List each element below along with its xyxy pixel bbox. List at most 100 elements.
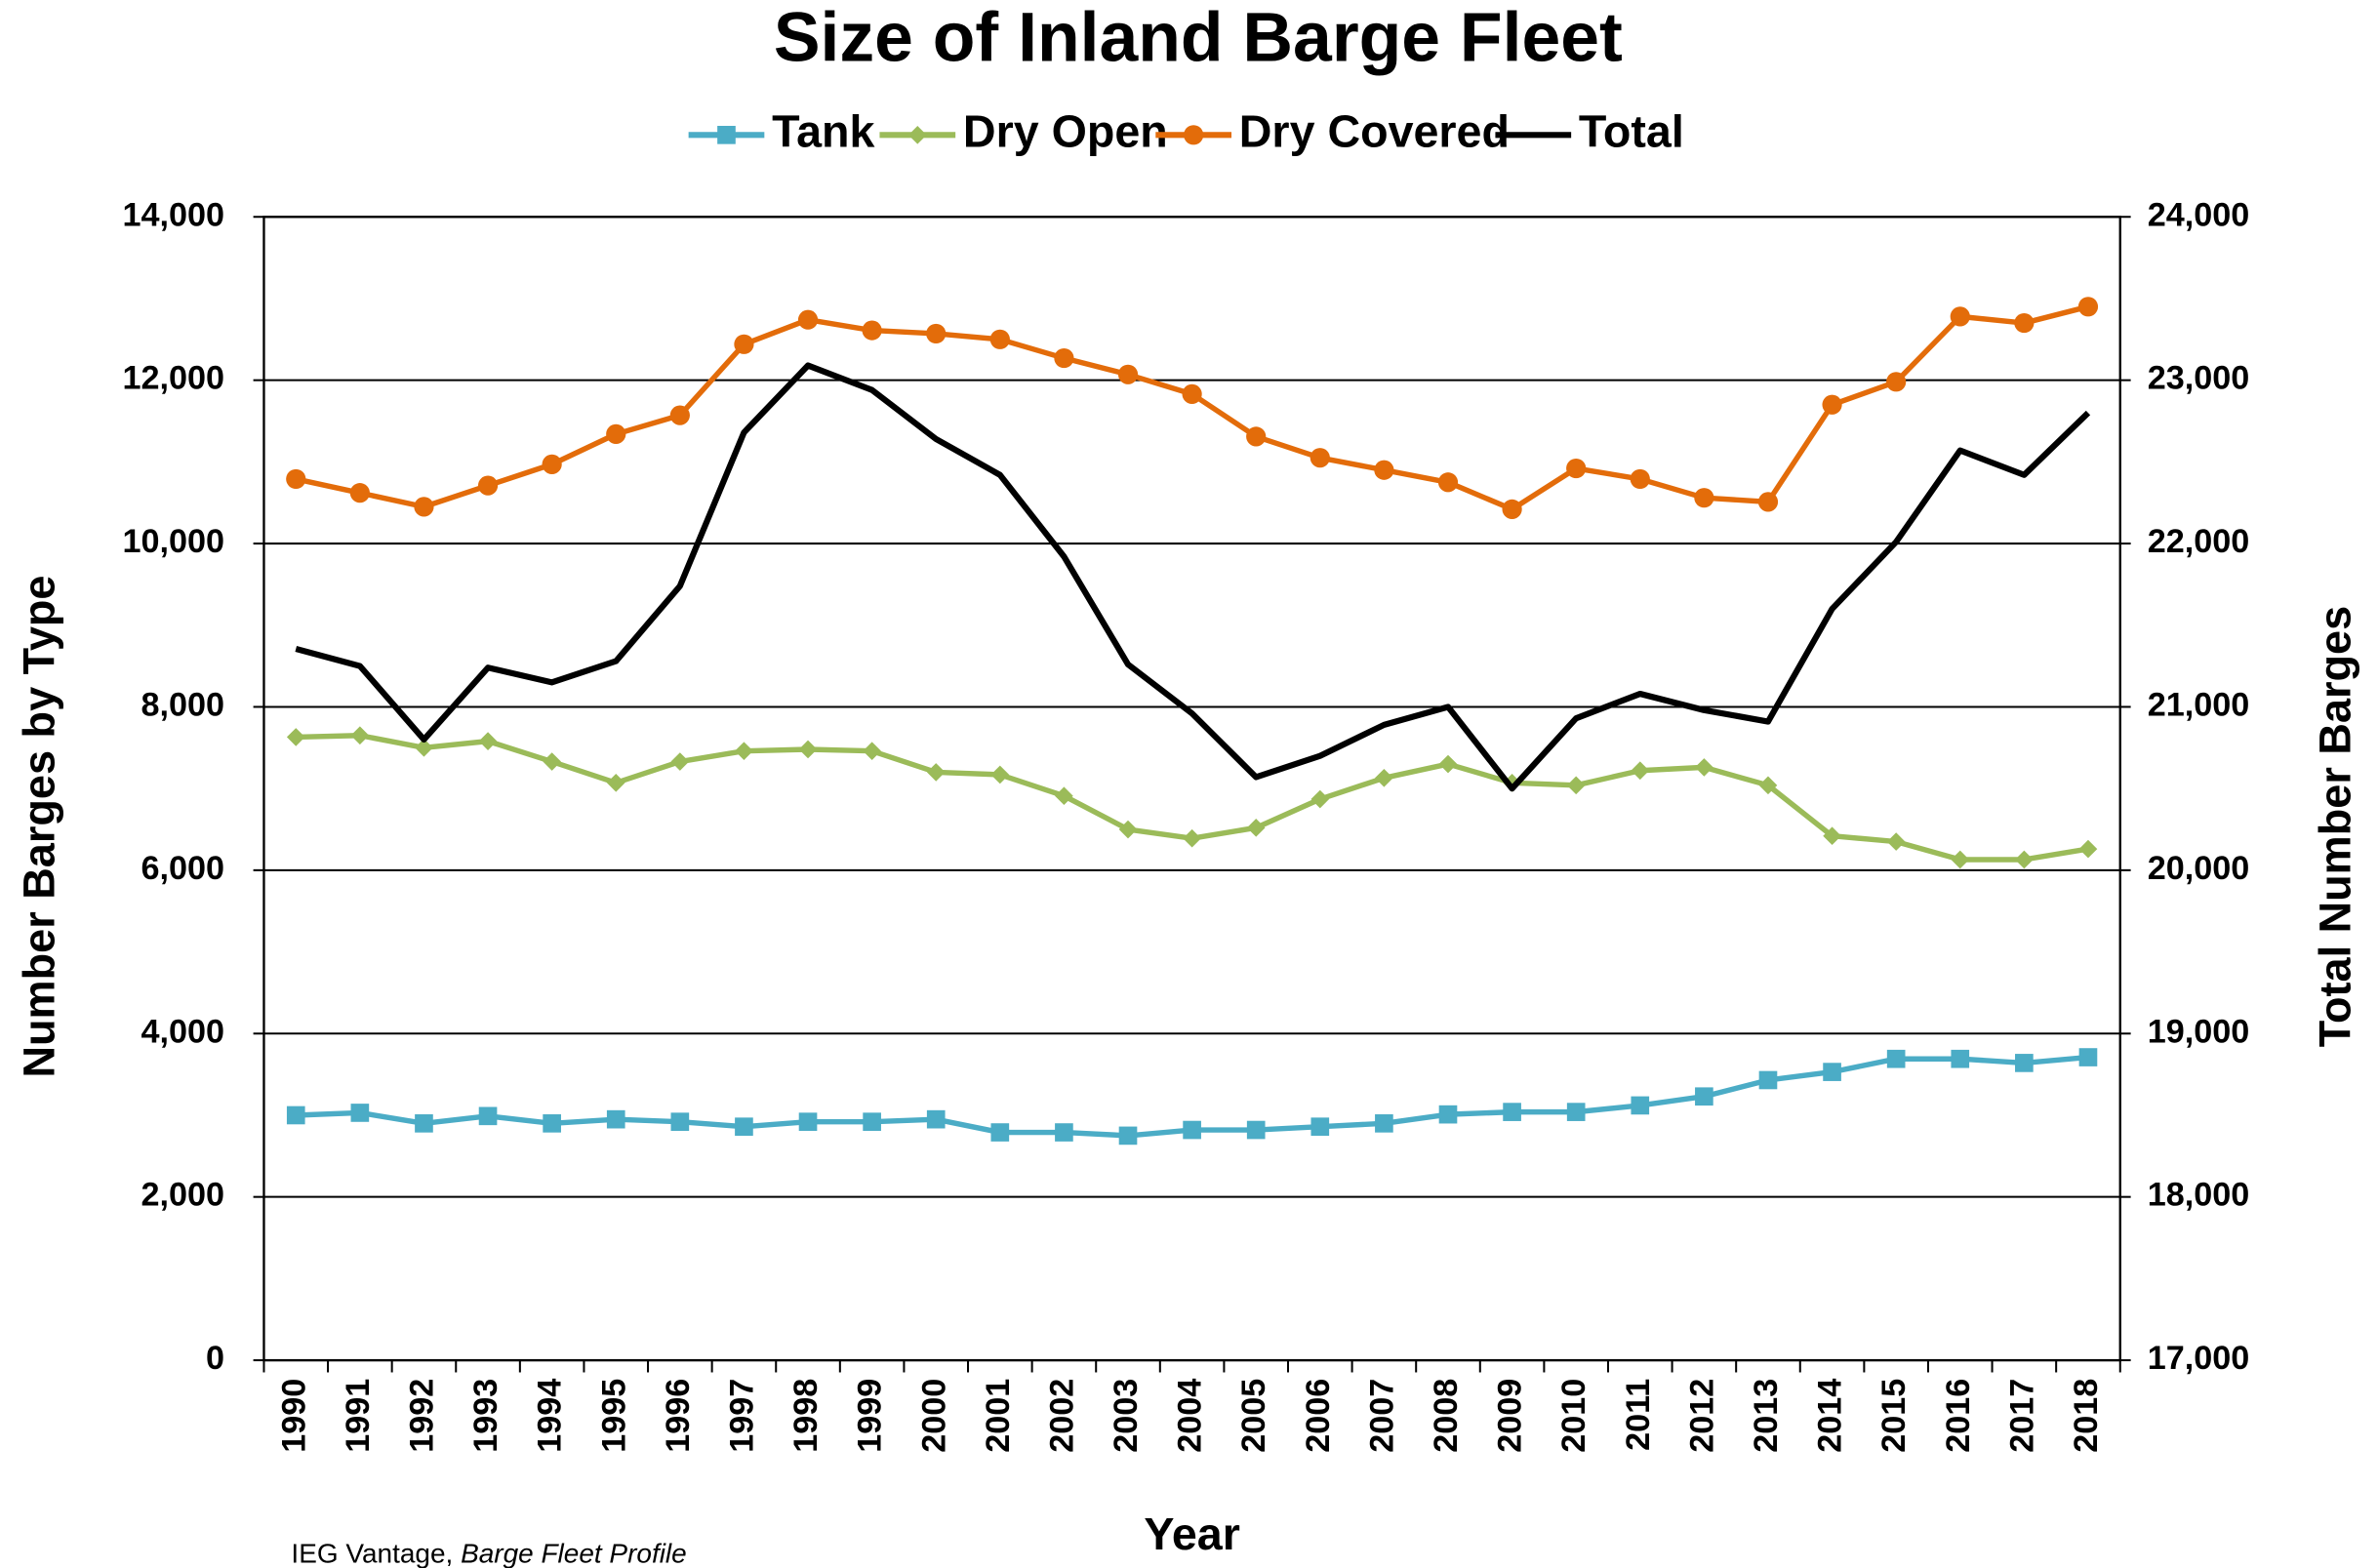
legend-label: Dry Open bbox=[963, 106, 1168, 157]
data-point bbox=[1630, 468, 1650, 490]
data-point bbox=[670, 1112, 690, 1131]
data-point bbox=[1951, 1049, 1970, 1068]
data-point bbox=[606, 1109, 625, 1129]
data-point bbox=[477, 475, 499, 496]
x-tick-label: 2007 bbox=[1363, 1379, 1400, 1453]
data-point bbox=[1695, 1087, 1713, 1106]
series-line bbox=[295, 303, 2089, 512]
y-tick-label: 0 bbox=[206, 1340, 224, 1377]
legend-label: Dry Covered bbox=[1239, 106, 1510, 157]
data-point bbox=[478, 732, 498, 750]
data-point bbox=[1694, 488, 1714, 508]
data-point bbox=[606, 423, 626, 444]
data-point bbox=[2078, 1048, 2098, 1066]
data-point bbox=[1183, 828, 1201, 848]
data-point bbox=[669, 405, 690, 425]
x-tick-label: 2011 bbox=[1620, 1379, 1657, 1451]
data-point bbox=[606, 773, 625, 792]
data-point bbox=[1503, 1103, 1521, 1121]
data-point bbox=[798, 1112, 818, 1131]
y2-tick-label: 20,000 bbox=[2148, 850, 2250, 887]
x-tick-label: 2002 bbox=[1043, 1379, 1080, 1453]
data-point bbox=[926, 763, 946, 782]
x-tick-label: 2008 bbox=[1428, 1379, 1465, 1453]
data-point bbox=[2078, 839, 2098, 859]
legend-label: Total bbox=[1579, 106, 1684, 157]
data-point bbox=[1117, 364, 1139, 384]
y2-tick-label: 24,000 bbox=[2148, 196, 2250, 233]
data-point bbox=[350, 1104, 370, 1122]
x-tick-label: 2010 bbox=[1555, 1379, 1592, 1453]
legend-item: Tank bbox=[688, 106, 875, 157]
data-point bbox=[543, 752, 561, 771]
data-point bbox=[286, 1106, 305, 1125]
x-tick-label: 2005 bbox=[1235, 1379, 1272, 1453]
legend-marker bbox=[1184, 125, 1204, 145]
data-point bbox=[1886, 1049, 1906, 1068]
data-point bbox=[1566, 776, 1586, 795]
x-tick-label: 2015 bbox=[1875, 1379, 1913, 1453]
data-point bbox=[1246, 426, 1267, 447]
legend-marker bbox=[717, 125, 736, 144]
data-point bbox=[990, 1123, 1010, 1142]
data-point bbox=[1183, 1120, 1201, 1140]
data-point bbox=[2014, 312, 2035, 334]
plot-frame bbox=[262, 216, 2121, 1362]
data-point bbox=[286, 728, 305, 746]
data-point bbox=[2077, 297, 2099, 317]
data-point bbox=[1118, 1126, 1138, 1146]
data-point bbox=[926, 323, 947, 344]
data-point bbox=[543, 1114, 561, 1133]
data-point bbox=[990, 765, 1010, 784]
data-point bbox=[2015, 1054, 2034, 1072]
y-tick-label: 10,000 bbox=[122, 523, 224, 560]
x-tick-label: 1994 bbox=[532, 1379, 569, 1453]
y-axis-label: Number Barges by Type bbox=[14, 576, 63, 1078]
data-point bbox=[1375, 768, 1393, 787]
y2-tick-label: 22,000 bbox=[2148, 523, 2250, 560]
data-point bbox=[1631, 761, 1650, 781]
legend-label: Tank bbox=[772, 106, 874, 157]
data-point bbox=[735, 742, 753, 760]
source: IEG Vantage, Barge Fleet Profile bbox=[291, 1539, 686, 1568]
data-point bbox=[798, 740, 818, 759]
x-tick-label: 1993 bbox=[467, 1379, 504, 1453]
x-tick-label: 2014 bbox=[1812, 1379, 1849, 1453]
x-tick-label: 2016 bbox=[1940, 1379, 1977, 1453]
data-point bbox=[1823, 826, 1841, 846]
x-tick-label: 2006 bbox=[1300, 1379, 1337, 1453]
series-line bbox=[295, 362, 2091, 792]
data-point bbox=[734, 334, 754, 354]
data-point bbox=[1758, 1070, 1778, 1090]
x-tick-label: 2001 bbox=[980, 1379, 1017, 1453]
data-point bbox=[735, 1117, 753, 1137]
y2-tick-label: 21,000 bbox=[2148, 686, 2250, 723]
data-point bbox=[1502, 499, 1522, 520]
data-point bbox=[863, 1112, 881, 1131]
data-point bbox=[1822, 394, 1842, 415]
y2-tick-label: 17,000 bbox=[2148, 1340, 2250, 1377]
data-point bbox=[415, 1114, 433, 1133]
data-point bbox=[1055, 786, 1073, 806]
y2-axis-label: Total Number Barges bbox=[2310, 606, 2359, 1047]
data-point bbox=[989, 329, 1010, 349]
x-tick-label: 1999 bbox=[852, 1379, 889, 1453]
x-tick-label: 2013 bbox=[1748, 1379, 1785, 1453]
data-point bbox=[1631, 1096, 1650, 1115]
data-point bbox=[1886, 372, 1907, 392]
source-prefix: IEG Vantage, bbox=[291, 1539, 453, 1568]
data-point bbox=[1758, 776, 1778, 795]
data-point bbox=[414, 497, 434, 517]
y2-tick-label: 18,000 bbox=[2148, 1177, 2250, 1214]
data-point bbox=[1951, 850, 1970, 869]
data-point bbox=[1438, 1105, 1458, 1124]
x-tick-label: 1992 bbox=[403, 1379, 440, 1453]
data-point bbox=[862, 320, 882, 341]
data-point bbox=[1950, 306, 1970, 327]
data-point bbox=[1375, 1114, 1393, 1133]
y-tick-label: 4,000 bbox=[141, 1013, 224, 1050]
data-point bbox=[1118, 820, 1138, 839]
data-point bbox=[1886, 832, 1906, 851]
data-point bbox=[797, 309, 819, 330]
